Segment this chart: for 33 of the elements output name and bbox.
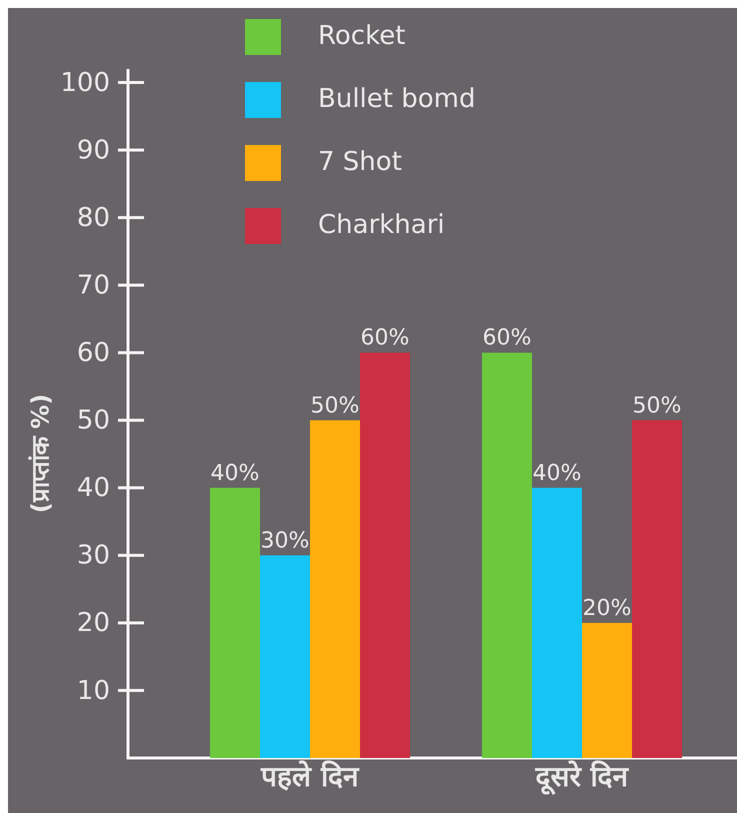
data-label: 30%	[260, 528, 310, 554]
legend-label: Charkhari	[318, 210, 445, 240]
y-axis-title: (प्राप्तांक %)	[26, 394, 55, 514]
bar	[210, 488, 260, 758]
legend-label: 7 Shot	[318, 147, 402, 178]
bar	[310, 420, 360, 758]
y-tick-label: 80	[76, 202, 110, 233]
data-label: 40%	[210, 460, 260, 486]
bar	[482, 352, 532, 758]
x-tick-label: पहले दिन	[260, 760, 360, 793]
legend-label: Bullet bomd	[318, 84, 476, 114]
bar	[632, 420, 682, 758]
data-label: 60%	[482, 326, 532, 351]
data-label: 20%	[582, 596, 632, 621]
data-label: 50%	[632, 393, 682, 418]
y-tick-label: 30	[76, 540, 110, 571]
x-tick-label: दूसरे दिन	[534, 760, 630, 795]
bar	[532, 488, 582, 758]
y-tick-label: 50	[76, 406, 110, 436]
y-tick-label: 10	[76, 676, 110, 706]
y-tick-label: 90	[76, 135, 110, 166]
bar	[260, 555, 310, 758]
y-tick-label: 100	[60, 68, 110, 98]
data-label: 50%	[310, 393, 360, 418]
data-label: 60%	[360, 326, 410, 351]
y-tick-label: 40	[76, 473, 110, 504]
y-tick-label: 60	[76, 338, 110, 368]
data-label: 40%	[532, 460, 582, 486]
y-tick-label: 70	[76, 270, 110, 300]
bar	[582, 622, 632, 758]
legend-label: Rocket	[318, 21, 406, 52]
y-tick-label: 20	[76, 608, 110, 638]
bar	[360, 352, 410, 758]
